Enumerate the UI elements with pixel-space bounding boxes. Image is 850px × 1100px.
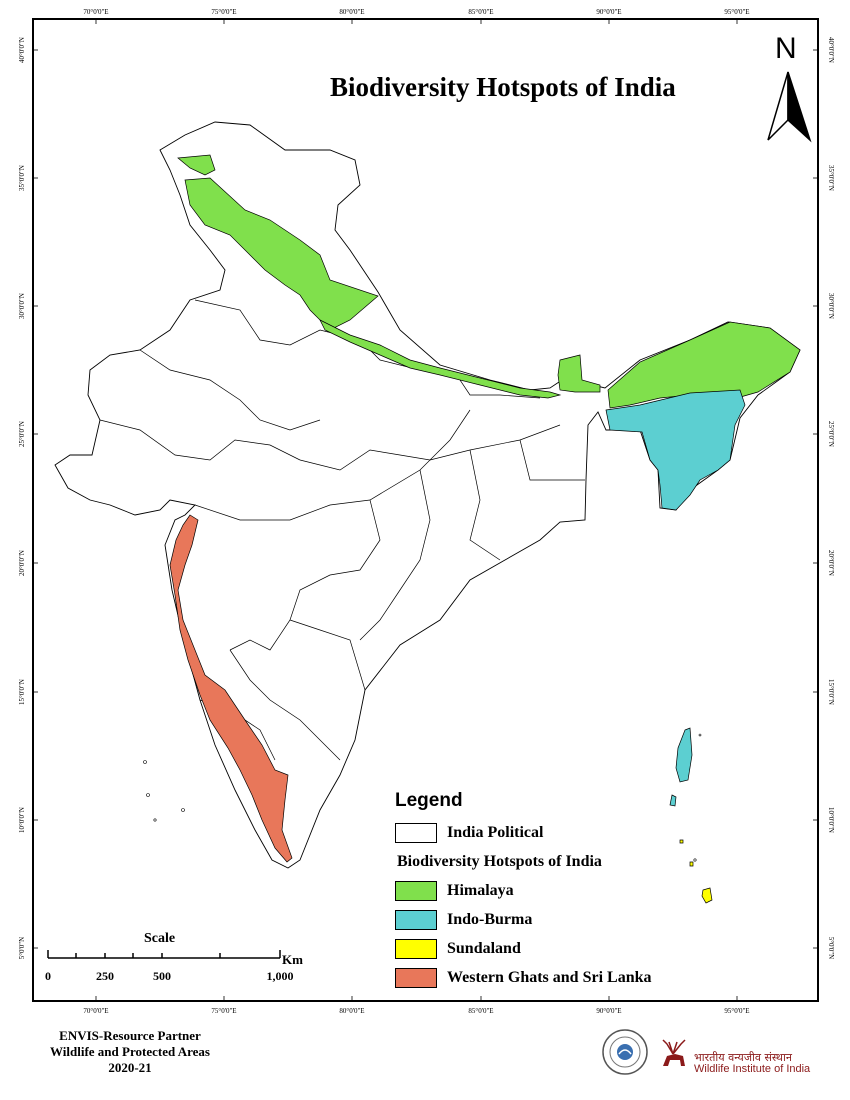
- scale-bar: [47, 950, 281, 959]
- credit-line-2: Wildlife and Protected Areas: [50, 1044, 210, 1059]
- legend-item-sundaland: Sundaland: [395, 939, 521, 959]
- legend-label-indo-burma: Indo-Burma: [447, 911, 533, 928]
- latitude-label: 15°0'0"N: [18, 679, 26, 705]
- longitude-label: 90°0'0"E: [596, 1007, 621, 1015]
- latitude-label: 30°0'0"N: [827, 293, 835, 319]
- latitude-label: 35°0'0"N: [18, 165, 26, 191]
- latitude-label: 25°0'0"N: [18, 421, 26, 447]
- legend-item-india-political: India Political: [395, 823, 543, 843]
- institute-name-hindi: भारतीय वन्यजीव संस्थान: [694, 1051, 792, 1064]
- indo-burma-region: [605, 389, 746, 807]
- legend-hotspots-heading: Biodiversity Hotspots of India: [397, 853, 602, 870]
- legend-swatch-indo-burma: [395, 910, 437, 930]
- scale-tick-500: 500: [153, 969, 171, 983]
- longitude-label: 75°0'0"E: [211, 1007, 236, 1015]
- latitude-label: 15°0'0"N: [827, 679, 835, 705]
- scale-unit: Km: [282, 952, 303, 967]
- island-outlines: [143, 733, 702, 862]
- legend-item-indo-burma: Indo-Burma: [395, 910, 532, 930]
- latitude-label: 40°0'0"N: [827, 37, 835, 63]
- scale-tick-0: 0: [45, 969, 51, 983]
- longitude-label: 95°0'0"E: [724, 1007, 749, 1015]
- latitude-label: 5°0'0"N: [18, 937, 26, 959]
- himalaya-region: [177, 154, 801, 409]
- longitude-label: 85°0'0"E: [468, 8, 493, 16]
- india-outline: [54, 121, 801, 869]
- longitude-label: 85°0'0"E: [468, 1007, 493, 1015]
- longitude-label: 90°0'0"E: [596, 8, 621, 16]
- scale-tick-1000: 1,000: [266, 969, 294, 983]
- scale-title: Scale: [144, 931, 176, 946]
- credit-line-1: ENVIS-Resource Partner: [59, 1028, 201, 1043]
- sundaland-region: [679, 839, 713, 904]
- scale-tick-250: 250: [96, 969, 114, 983]
- longitude-label: 70°0'0"E: [83, 8, 108, 16]
- legend-label-sundaland: Sundaland: [447, 940, 521, 957]
- legend-swatch-sundaland: [395, 939, 437, 959]
- latitude-labels-left: 40°0'0"N 35°0'0"N 30°0'0"N 25°0'0"N 20°0'0"N…: [18, 37, 26, 959]
- credit-line-3: 2020-21: [108, 1060, 152, 1075]
- legend-item-himalaya: Himalaya: [395, 881, 514, 901]
- longitude-label: 75°0'0"E: [211, 8, 236, 16]
- legend-item-western-ghats: Western Ghats and Sri Lanka: [395, 968, 651, 988]
- north-arrow-label: N: [775, 32, 797, 65]
- longitude-labels-top: 70°0'0"E 75°0'0"E 80°0'0"E 85°0'0"E 90°0'0"E…: [83, 8, 749, 16]
- latitude-labels-right: 40°0'0"N 35°0'0"N 30°0'0"N 25°0'0"N 20°0'0"N…: [827, 37, 835, 959]
- latitude-label: 10°0'0"N: [827, 807, 835, 833]
- legend-swatch-himalaya: [395, 881, 437, 901]
- latitude-label: 30°0'0"N: [18, 293, 26, 319]
- western-ghats-region: [169, 514, 293, 863]
- longitude-label: 70°0'0"E: [83, 1007, 108, 1015]
- longitude-label: 80°0'0"E: [339, 1007, 364, 1015]
- legend-label-himalaya: Himalaya: [447, 882, 514, 899]
- legend-swatch-western-ghats: [395, 968, 437, 988]
- legend-label-western-ghats: Western Ghats and Sri Lanka: [447, 969, 652, 986]
- credit-block: ENVIS-Resource Partner Wildlife and Prot…: [30, 1028, 230, 1076]
- envis-seal-icon: [602, 1029, 648, 1075]
- latitude-label: 20°0'0"N: [18, 550, 26, 576]
- latitude-label: 20°0'0"N: [827, 550, 835, 576]
- longitude-labels-bottom: 70°0'0"E 75°0'0"E 80°0'0"E 85°0'0"E 90°0'0"E…: [83, 1007, 749, 1015]
- legend-label-india-political: India Political: [447, 824, 544, 841]
- longitude-label: 80°0'0"E: [339, 8, 364, 16]
- map-title: Biodiversity Hotspots of India: [330, 72, 676, 102]
- graticule-ticks: [32, 18, 819, 1002]
- wii-deer-icon: [662, 1039, 686, 1066]
- latitude-label: 35°0'0"N: [827, 165, 835, 191]
- latitude-label: 25°0'0"N: [827, 421, 835, 447]
- north-arrow-icon: [767, 71, 812, 143]
- legend-title: Legend: [395, 790, 463, 811]
- latitude-label: 10°0'0"N: [18, 807, 26, 833]
- legend: Legend India Political Biodiversity Hots…: [395, 790, 651, 988]
- institute-name-english: Wildlife Institute of India: [694, 1063, 811, 1075]
- latitude-label: 40°0'0"N: [18, 37, 26, 63]
- longitude-label: 95°0'0"E: [724, 8, 749, 16]
- legend-swatch-india-political: [395, 823, 437, 843]
- latitude-label: 5°0'0"N: [827, 937, 835, 959]
